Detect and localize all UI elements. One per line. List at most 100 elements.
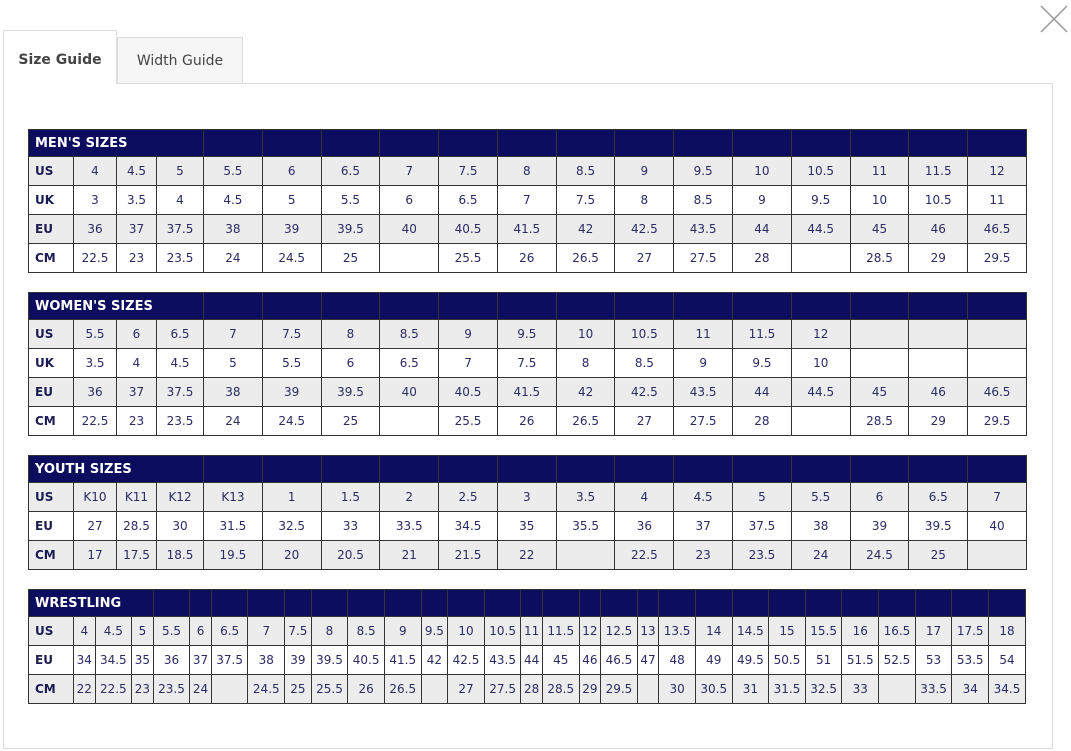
header-cell — [732, 455, 792, 483]
size-cell: K11 — [116, 482, 157, 512]
row-label: US — [28, 319, 74, 349]
size-cell: 37.5 — [155, 377, 205, 407]
size-cell: 39.5 — [320, 214, 381, 244]
header-cell — [988, 589, 1026, 617]
size-cell: 37 — [189, 645, 212, 675]
header-cell — [438, 292, 498, 320]
size-cell: 30.5 — [694, 674, 733, 704]
size-cell: 6.5 — [155, 319, 205, 349]
size-guide-tab[interactable]: Size Guide — [3, 30, 117, 84]
size-cell: 11 — [673, 319, 734, 349]
size-cell: 6.5 — [379, 348, 440, 378]
size-cell: 6 — [849, 482, 910, 512]
size-cell: 34.5 — [94, 645, 133, 675]
size-cell: 8.5 — [555, 156, 616, 186]
size-cell: 25 — [320, 406, 381, 436]
size-row: CM 22 22.5 23 23.5 24 24.5 25 25.5 26 26.5 27 27.5 28… — [28, 674, 1026, 704]
size-cell: 7 — [247, 616, 286, 646]
size-cell: 27 — [614, 243, 675, 273]
header-cell — [967, 455, 1027, 483]
size-cell: 14.5 — [731, 616, 770, 646]
close-button[interactable] — [1039, 5, 1069, 33]
size-cell: K10 — [73, 482, 117, 512]
size-cell: 8 — [555, 348, 616, 378]
header-cell — [849, 129, 910, 157]
table-title: YOUTH SIZES — [27, 455, 205, 483]
size-cell: 37 — [673, 511, 734, 541]
header-cell — [438, 455, 498, 483]
size-cell: 3.5 — [555, 482, 616, 512]
size-cell: 49 — [694, 645, 733, 675]
size-cell: 38 — [247, 645, 286, 675]
size-cell: 5 — [156, 156, 204, 186]
size-cell: 35.5 — [555, 511, 616, 541]
size-cell: 30 — [155, 511, 205, 541]
size-cell: 11.5 — [908, 156, 969, 186]
size-cell: 34 — [951, 674, 990, 704]
width-guide-tab[interactable]: Width Guide — [117, 37, 243, 83]
size-cell: 8.5 — [614, 348, 675, 378]
size-cell: 5 — [732, 482, 792, 512]
header-cell — [908, 455, 969, 483]
size-cell: 6 — [116, 319, 157, 349]
size-cell: 17 — [914, 616, 953, 646]
empty-cell — [849, 319, 910, 349]
size-cell: 24 — [790, 540, 851, 570]
size-row: EU 36 37 37.5 38 39 39.5 40 40.5 41.5 42 42.5 43.5 44… — [28, 377, 1027, 407]
header-cell — [189, 589, 212, 617]
size-cell: 40 — [967, 511, 1027, 541]
size-cell: 46.5 — [967, 377, 1027, 407]
size-cell: 40 — [379, 377, 440, 407]
size-cell: 5 — [203, 348, 263, 378]
header-cell — [320, 292, 381, 320]
size-cell: 23.5 — [732, 540, 792, 570]
size-cell: 54 — [988, 645, 1026, 675]
empty-cell — [379, 406, 440, 436]
size-cell: 36 — [73, 377, 117, 407]
size-cell: 4.5 — [116, 156, 157, 186]
header-cell — [658, 589, 696, 617]
header-cell — [496, 129, 557, 157]
size-cell: 13.5 — [658, 616, 696, 646]
size-cell: 8 — [496, 156, 557, 186]
size-cell: 29.5 — [967, 406, 1027, 436]
header-cell — [908, 292, 969, 320]
header-cell — [555, 292, 616, 320]
header-cell — [284, 589, 312, 617]
empty-cell — [967, 348, 1027, 378]
size-cell: 28.5 — [849, 243, 910, 273]
size-cell: 43.5 — [673, 377, 734, 407]
size-cell: 9 — [614, 156, 675, 186]
size-cell: 10 — [849, 185, 910, 215]
size-cell: 7 — [438, 348, 498, 378]
size-cell: 27 — [614, 406, 675, 436]
header-cell — [694, 589, 733, 617]
size-cell: 15.5 — [804, 616, 843, 646]
row-label: CM — [28, 406, 74, 436]
row-label: EU — [28, 511, 74, 541]
size-cell: 21.5 — [438, 540, 498, 570]
size-cell: 29.5 — [967, 243, 1027, 273]
size-cell: 35 — [131, 645, 154, 675]
size-cell: 4.5 — [94, 616, 133, 646]
size-cell: 33.5 — [379, 511, 440, 541]
empty-cell — [908, 348, 969, 378]
header-cell — [600, 589, 638, 617]
header-cell — [804, 589, 843, 617]
size-cell: 36 — [152, 645, 191, 675]
header-cell — [210, 589, 249, 617]
header-cell — [731, 589, 770, 617]
size-cell: 11 — [967, 185, 1027, 215]
header-cell — [790, 292, 851, 320]
size-cell: 9 — [732, 185, 792, 215]
size-cell: 9.5 — [732, 348, 792, 378]
size-cell: 23 — [116, 406, 157, 436]
size-cell: 50.5 — [768, 645, 806, 675]
size-cell: 7 — [203, 319, 263, 349]
header-cell — [420, 589, 449, 617]
row-label: UK — [28, 185, 74, 215]
size-cell: 40.5 — [438, 377, 498, 407]
table-title: MEN'S SIZES — [28, 129, 204, 157]
size-cell: 24.5 — [247, 674, 286, 704]
size-cell: 3 — [73, 185, 117, 215]
